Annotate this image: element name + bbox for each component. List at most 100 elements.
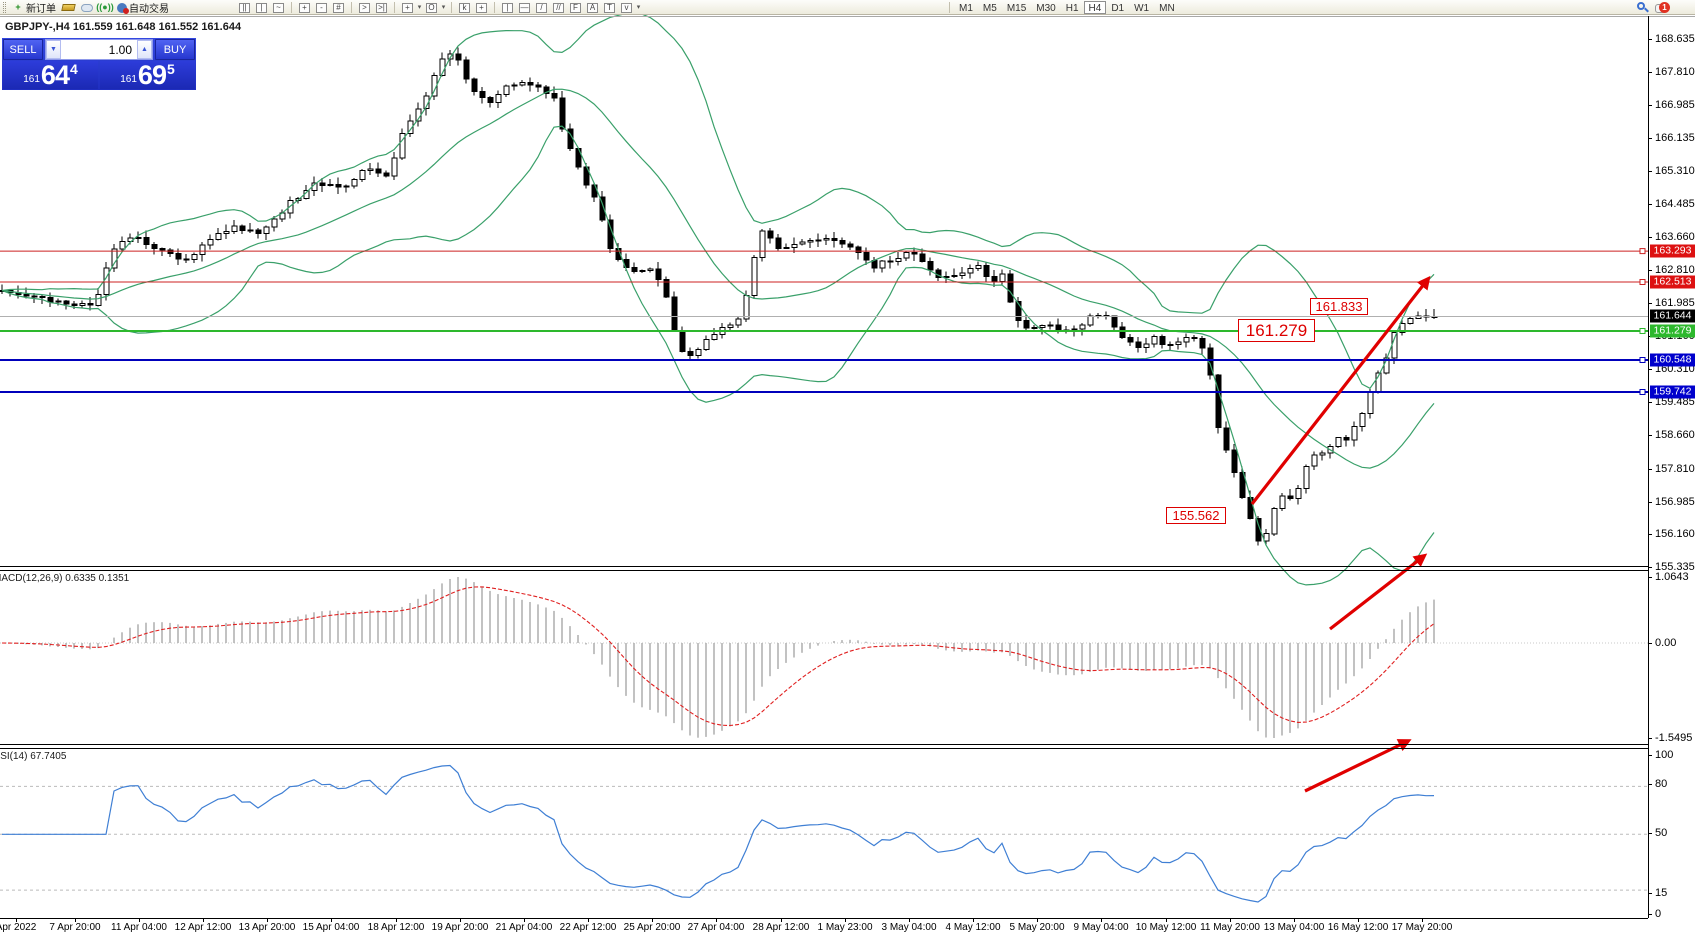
- new-order-icon: +: [15, 2, 21, 12]
- price-callout-161.833[interactable]: 161.833: [1310, 298, 1368, 315]
- price-callout-155.562[interactable]: 155.562: [1166, 507, 1226, 524]
- bar-chart-icon: ||: [239, 2, 250, 13]
- cursor-button[interactable]: k: [456, 1, 473, 14]
- buy-button[interactable]: BUY: [155, 39, 195, 60]
- price-badge: 161.279: [1650, 324, 1695, 338]
- time-tick-label: 22 Apr 12:00: [559, 922, 617, 933]
- timeframe-M1[interactable]: M1: [959, 3, 973, 14]
- toolbar-separator: [394, 2, 395, 13]
- line-chart-button[interactable]: ~: [270, 1, 287, 14]
- volume-value[interactable]: 1.00: [108, 43, 132, 57]
- rsi-level-lines: [0, 785, 1648, 891]
- text-icon: A: [587, 2, 598, 13]
- toolbar-separator: [949, 2, 950, 13]
- notifications-button[interactable]: 1: [1652, 1, 1673, 14]
- auto-scroll-button[interactable]: >: [356, 1, 373, 14]
- timeframe-W1[interactable]: W1: [1134, 3, 1150, 14]
- timeframe-D1[interactable]: D1: [1111, 3, 1125, 14]
- one-click-trading-panel: SELL ▼ 1.00 ▲ BUY 161 64 4 161 69 5: [2, 38, 196, 90]
- price-tick-label: 157.810: [1655, 463, 1695, 475]
- notification-count: 1: [1659, 1, 1670, 13]
- candlestick-chart-button[interactable]: |: [253, 1, 270, 14]
- ask-pip-fraction: 5: [166, 61, 175, 77]
- signals-button[interactable]: ((●)): [96, 1, 114, 14]
- ask-price-button[interactable]: 161 69 5: [100, 61, 195, 89]
- text-button[interactable]: A: [584, 1, 601, 14]
- macd-histogram: [17, 577, 1435, 738]
- time-tick-label: 25 Apr 20:00: [623, 922, 681, 933]
- rsi-tick-label: 80: [1655, 778, 1668, 790]
- trendline-button[interactable]: /: [533, 1, 550, 14]
- zoom-in-icon: +: [299, 2, 310, 13]
- timeframe-H4[interactable]: H4: [1083, 1, 1107, 14]
- timeframe-MN[interactable]: MN: [1159, 3, 1175, 14]
- text-label-button[interactable]: T: [601, 1, 618, 14]
- time-tick-label: 3 May 04:00: [881, 922, 937, 933]
- volume-stepper: ▼ 1.00 ▲: [45, 39, 153, 60]
- arrows-button[interactable]: v: [618, 1, 635, 14]
- timeframe-H1[interactable]: H1: [1065, 3, 1079, 14]
- periods-icon: O: [426, 2, 437, 13]
- zoom-in-button[interactable]: +: [296, 1, 313, 14]
- time-tick-label: 28 Apr 12:00: [752, 922, 810, 933]
- dropdown-arrow-icon[interactable]: ▾: [417, 4, 422, 11]
- time-tick-label: 27 Apr 04:00: [687, 922, 745, 933]
- equidistant-channel-button[interactable]: //: [550, 1, 567, 14]
- indicators-button[interactable]: +: [399, 1, 416, 14]
- price-tick-label: 156.985: [1655, 496, 1695, 508]
- toolbar-right-group: 1: [1634, 1, 1673, 14]
- price-tick-label: 162.810: [1655, 264, 1695, 276]
- bid-price-button[interactable]: 161 64 4: [3, 61, 98, 89]
- price-badge: 163.293: [1650, 244, 1695, 258]
- community-button[interactable]: [78, 1, 96, 14]
- crosshair-button[interactable]: +: [473, 1, 490, 14]
- vertical-line-button[interactable]: |: [499, 1, 516, 14]
- tile-windows-button[interactable]: #: [330, 1, 347, 14]
- toolbar-grip[interactable]: [3, 2, 6, 13]
- search-button[interactable]: [1634, 1, 1652, 14]
- timeframe-M30[interactable]: M30: [1036, 3, 1056, 14]
- notification-bubble-icon: 1: [1655, 1, 1670, 14]
- volume-increase-button[interactable]: ▲: [137, 40, 152, 59]
- horizontal-line-objects[interactable]: [0, 248, 1648, 395]
- timeframe-M5[interactable]: M5: [982, 3, 997, 14]
- rsi-tick-label: 100: [1655, 749, 1674, 761]
- chart-shift-button[interactable]: >|: [373, 1, 390, 14]
- price-badge: 160.548: [1650, 353, 1695, 367]
- price-badge: 161.644: [1650, 309, 1695, 323]
- price-tick-label: 168.635: [1655, 33, 1695, 45]
- price-tick-label: 166.985: [1655, 99, 1695, 111]
- price-tick-label: 163.660: [1655, 231, 1695, 243]
- auto-scroll-icon: >: [359, 2, 370, 13]
- fibonacci-icon: F: [570, 2, 581, 13]
- zoom-out-button[interactable]: -: [313, 1, 330, 14]
- search-icon: [1637, 1, 1649, 14]
- toolbar-separator: [291, 2, 292, 13]
- timeframe-M15[interactable]: M15: [1006, 3, 1027, 14]
- fibonacci-button[interactable]: F: [567, 1, 584, 14]
- price-badge: 159.742: [1650, 385, 1695, 399]
- periods-button[interactable]: O: [423, 1, 440, 14]
- dropdown-arrow-icon[interactable]: ▾: [441, 4, 446, 11]
- trendline-icon: /: [536, 2, 547, 13]
- dropdown-arrow-icon[interactable]: ▾: [636, 4, 641, 11]
- time-tick-label: 18 Apr 12:00: [367, 922, 425, 933]
- time-tick-label: 13 Apr 20:00: [238, 922, 296, 933]
- trend-arrow-objects[interactable]: [1250, 275, 1431, 793]
- price-badge: 162.513: [1650, 275, 1695, 289]
- bid-big-figure: 64: [40, 60, 70, 90]
- bar-chart-button[interactable]: ||: [236, 1, 253, 14]
- chart-title: GBPJPY-,H4 161.559 161.648 161.552 161.6…: [5, 21, 242, 33]
- auto-trading-button[interactable]: 自动交易: [114, 1, 172, 15]
- price-tick-label: 155.335: [1655, 561, 1695, 573]
- equidistant-channel-icon: //: [553, 2, 564, 13]
- market-button[interactable]: [59, 1, 78, 14]
- toolbar-separator: [351, 2, 352, 13]
- time-tick-label: 15 Apr 04:00: [302, 922, 360, 933]
- standard-toolbar-group: + 新订单 ((●)) 自动交易: [0, 1, 172, 15]
- new-order-button[interactable]: + 新订单: [9, 1, 59, 15]
- horizontal-line-button[interactable]: —: [516, 1, 533, 14]
- sell-button[interactable]: SELL: [3, 39, 43, 60]
- price-callout-161.279[interactable]: 161.279: [1238, 319, 1315, 342]
- volume-decrease-button[interactable]: ▼: [46, 40, 61, 59]
